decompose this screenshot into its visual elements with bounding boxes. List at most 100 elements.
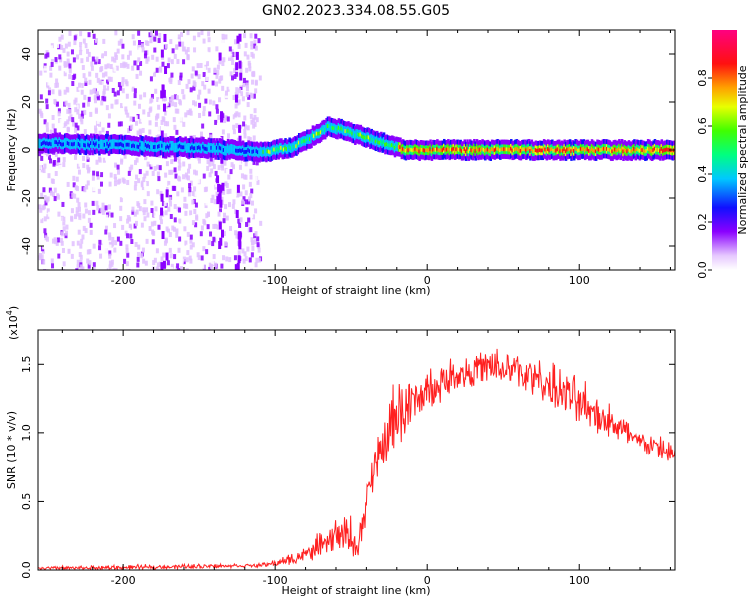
spectrogram-cell bbox=[397, 144, 401, 149]
spectrogram-cell bbox=[124, 62, 128, 68]
spectrogram-cell bbox=[244, 161, 248, 167]
spectrogram-cell bbox=[396, 144, 399, 149]
spectrogram-cell bbox=[59, 57, 63, 63]
spectrogram-cell bbox=[541, 148, 545, 153]
spectrogram-cell bbox=[320, 104, 324, 109]
spectrogram-cell bbox=[70, 142, 74, 147]
spectrogram-cell bbox=[109, 76, 113, 82]
spectrogram-cell bbox=[63, 62, 67, 68]
spectrogram-cell bbox=[126, 142, 130, 147]
spectrogram-cell bbox=[143, 184, 147, 190]
spectrogram-cell bbox=[58, 140, 62, 144]
spectrogram-cell bbox=[146, 161, 150, 167]
spectrogram-cell bbox=[390, 170, 394, 175]
spectrogram-cell bbox=[486, 147, 490, 152]
spectrogram-cell bbox=[299, 129, 303, 134]
spectrogram-cell bbox=[55, 78, 59, 84]
spectrogram-cell bbox=[592, 148, 595, 153]
spectrogram-cell bbox=[235, 233, 239, 239]
spectrogram-cell bbox=[254, 45, 258, 51]
spectrogram-cell bbox=[261, 150, 264, 155]
spectrogram-cell bbox=[87, 263, 91, 269]
spectrogram-cell bbox=[126, 215, 130, 221]
spectrogram-cell bbox=[471, 148, 475, 153]
spectrogram-cell bbox=[165, 252, 169, 261]
spectrogram-cell bbox=[274, 174, 278, 179]
spectrogram-cell bbox=[288, 159, 292, 164]
spectrogram-cell bbox=[229, 169, 233, 175]
spectrogram-cell bbox=[227, 202, 231, 208]
spectrogram-cell bbox=[92, 88, 96, 94]
snr-x-tick-labels: -200 -100 0 100 bbox=[111, 574, 590, 587]
spectrogram-cell bbox=[209, 134, 213, 140]
spectrogram-cell bbox=[150, 161, 154, 167]
spectrogram-cell bbox=[297, 140, 301, 145]
spectrogram-cell bbox=[222, 148, 226, 152]
spectrogram-cell bbox=[166, 121, 170, 127]
spectrogram-cell bbox=[108, 260, 112, 266]
spectrogram-cell bbox=[167, 145, 171, 150]
spectrogram-cell bbox=[384, 127, 388, 132]
spectrogram-cell bbox=[153, 257, 157, 263]
spectrogram-cell bbox=[265, 150, 268, 155]
spectrogram-cell bbox=[189, 87, 193, 93]
spectrogram-cell bbox=[186, 47, 190, 53]
spectrogram-cell bbox=[128, 50, 132, 56]
spectrogram-cell bbox=[104, 205, 108, 211]
spectrogram-cell bbox=[165, 38, 169, 44]
spectrogram-cell bbox=[119, 85, 123, 91]
spectrogram-cell bbox=[499, 148, 502, 153]
spectrogram-cell bbox=[325, 96, 329, 101]
spectrogram-cell bbox=[253, 43, 257, 49]
spectrogram-cell bbox=[182, 256, 186, 262]
spectrogram-cell bbox=[177, 165, 181, 171]
spectrogram-cell bbox=[196, 178, 200, 184]
spectrogram-cell bbox=[71, 117, 75, 123]
spectrogram-cell bbox=[193, 209, 197, 215]
spectrogram-cell bbox=[571, 147, 575, 152]
spectrogram-cell bbox=[45, 236, 49, 242]
spectrogram-cell bbox=[157, 224, 161, 230]
spectrogram-cell bbox=[375, 138, 379, 143]
spectrogram-cell bbox=[401, 146, 405, 151]
spectrogram-cell bbox=[119, 205, 123, 211]
spectrogram-cell bbox=[184, 144, 187, 148]
spectrogram-cell bbox=[648, 147, 651, 152]
spectrogram-cell bbox=[192, 85, 196, 91]
spectrogram-cell bbox=[95, 91, 99, 97]
spectrogram-cell bbox=[378, 97, 382, 102]
spectrogram-cell bbox=[191, 220, 195, 226]
spectrogram-cell bbox=[201, 123, 205, 129]
spectrogram-cell bbox=[225, 183, 229, 189]
spectrogram-cell bbox=[262, 167, 266, 172]
spectrogram-cell bbox=[245, 63, 249, 69]
spectrogram-cell bbox=[247, 136, 251, 142]
spectrogram-cell bbox=[511, 148, 514, 153]
spectrogram-cell bbox=[321, 128, 324, 133]
spectrogram-cell bbox=[209, 263, 213, 269]
spectrogram-cell bbox=[556, 147, 560, 152]
spectrogram-y-axis-label: Frequency (Hz) bbox=[5, 109, 18, 192]
spectrogram-cell bbox=[466, 147, 469, 151]
spectrogram-cell bbox=[173, 156, 177, 162]
spectrogram-cell bbox=[629, 148, 632, 153]
spectrogram-cell bbox=[294, 104, 298, 109]
spectrogram-cell bbox=[42, 168, 46, 174]
spectrogram-cell bbox=[102, 38, 106, 44]
spectrogram-cell bbox=[63, 89, 67, 95]
x-tick-label: 100 bbox=[569, 574, 590, 587]
spectrogram-cell bbox=[307, 137, 311, 142]
spectrogram-cell bbox=[111, 236, 115, 242]
spectrogram-cell bbox=[419, 147, 423, 152]
spectrogram-cell bbox=[113, 91, 117, 97]
spectrogram-cell bbox=[196, 63, 200, 69]
spectrogram-cell bbox=[127, 170, 131, 176]
spectrogram-cell bbox=[326, 87, 330, 92]
spectrogram-cell bbox=[53, 141, 56, 146]
spectrogram-cell bbox=[228, 208, 232, 214]
spectrogram-cell bbox=[204, 98, 208, 104]
spectrogram-cell bbox=[255, 149, 259, 154]
spectrogram-cell bbox=[89, 222, 93, 228]
spectrogram-cell bbox=[49, 45, 53, 51]
spectrogram-cell bbox=[151, 170, 155, 176]
